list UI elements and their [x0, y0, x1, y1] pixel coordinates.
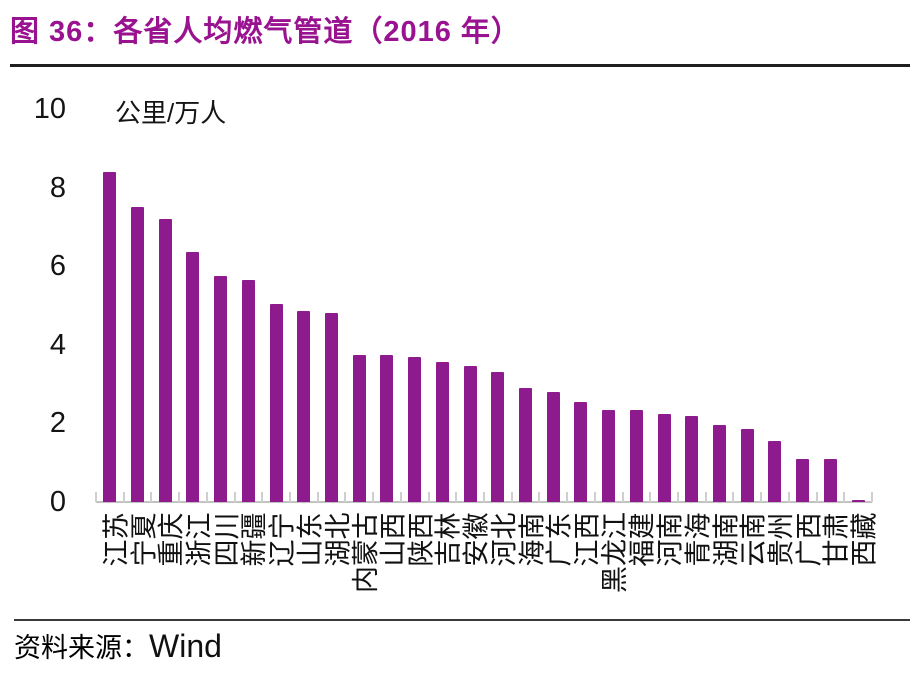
axis-unit-label: 公里/万人	[115, 98, 227, 128]
bar	[740, 429, 754, 502]
bar	[435, 362, 449, 502]
bar	[103, 171, 117, 502]
bar	[158, 219, 172, 502]
plot-area: 0 2 4 6 8 10 江苏 宁夏 重庆 浙江 四川 新疆 辽宁 山东 湖北 内蒙古 山西 陕西 吉林 安徽 河北 海南…	[33, 93, 880, 593]
bar	[325, 313, 339, 502]
x-axis-tick	[732, 492, 735, 502]
x-axis-tick	[870, 492, 873, 502]
bar	[131, 207, 145, 502]
bar	[546, 391, 560, 502]
bar	[463, 366, 477, 502]
bar	[269, 303, 283, 502]
bar	[186, 252, 200, 502]
x-axis-tick	[621, 492, 624, 502]
x-axis-tick	[316, 492, 319, 502]
y-axis-tick-label: 0	[49, 486, 66, 518]
bar	[491, 372, 505, 502]
bar	[380, 354, 394, 502]
y-axis-tick-label: 8	[49, 171, 66, 204]
x-axis-tick	[372, 492, 375, 502]
x-axis-tick	[95, 492, 97, 502]
x-axis-tick	[843, 492, 846, 502]
x-axis-tick	[676, 492, 679, 502]
y-axis-tick-label: 10	[33, 93, 66, 125]
x-axis-tick	[760, 492, 763, 502]
x-axis-tick	[566, 492, 569, 502]
x-axis-tick	[205, 492, 208, 502]
x-axis-tick	[399, 492, 402, 502]
x-axis-label: 西藏	[849, 512, 880, 566]
bar	[768, 441, 782, 502]
bar	[713, 425, 727, 502]
bar	[297, 311, 311, 502]
x-axis-tick	[150, 492, 153, 502]
x-axis-tick	[538, 492, 541, 502]
bar	[796, 458, 810, 502]
y-axis-tick-label: 2	[49, 407, 66, 440]
x-axis-tick	[787, 492, 790, 502]
x-axis-tick	[261, 492, 264, 502]
x-axis-tick	[178, 492, 181, 502]
bar	[629, 409, 643, 502]
x-axis-tick	[593, 492, 596, 502]
title-divider	[10, 64, 910, 67]
bar	[823, 458, 837, 502]
x-axis-tick	[344, 492, 347, 502]
x-axis-tick	[649, 492, 652, 502]
y-axis-tick-label: 6	[49, 250, 66, 283]
bar	[657, 413, 671, 502]
bar	[851, 500, 865, 502]
x-axis-tick	[455, 492, 458, 502]
source-divider	[14, 619, 910, 621]
x-axis-tick	[510, 492, 513, 502]
bar	[519, 388, 533, 502]
source-label: 资料来源：	[14, 633, 149, 663]
x-axis-tick	[704, 492, 707, 502]
bar	[574, 401, 588, 502]
x-axis-tick	[233, 492, 236, 502]
source-value: Wind	[149, 628, 222, 664]
x-axis-tick	[482, 492, 485, 502]
bar	[352, 354, 366, 502]
bar	[408, 356, 422, 502]
x-axis-tick	[122, 492, 125, 502]
bar	[685, 415, 699, 502]
figure-title: 图 36：各省人均燃气管道（2016 年）	[10, 16, 521, 48]
bar	[602, 409, 616, 502]
bar	[241, 279, 255, 502]
bar	[214, 276, 228, 502]
x-axis-line	[96, 501, 872, 503]
x-axis-tick	[427, 492, 430, 502]
y-axis-tick-label: 4	[49, 328, 66, 361]
source-line: 资料来源：Wind	[14, 626, 222, 665]
x-axis-tick	[815, 492, 818, 502]
x-axis-tick	[288, 492, 291, 502]
